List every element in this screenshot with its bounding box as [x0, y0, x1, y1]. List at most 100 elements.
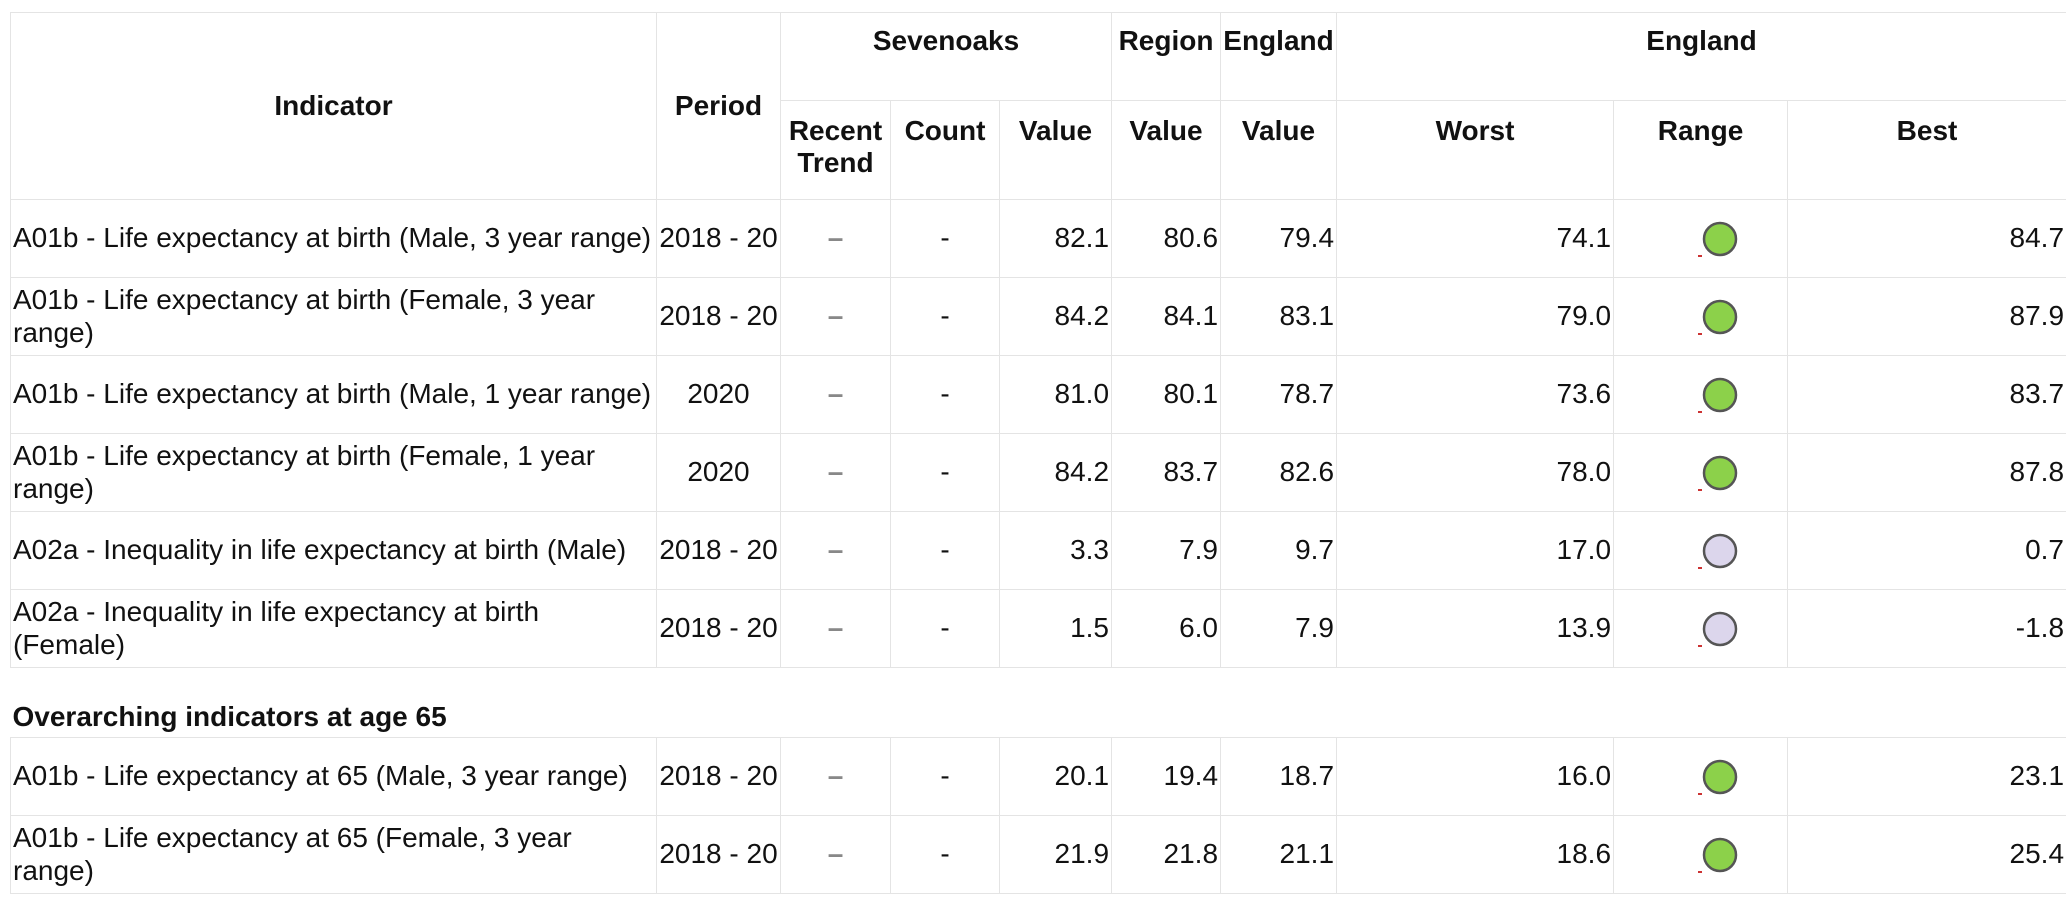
range-marker	[1698, 533, 1738, 569]
range-cell	[1613, 277, 1789, 356]
region-cell: 80.1	[1111, 355, 1222, 434]
comparison-circle	[1702, 759, 1738, 794]
best-cell: 25.4	[1787, 815, 2066, 894]
period-cell: 2020	[656, 355, 781, 434]
header-cell: Indicator	[10, 12, 657, 200]
indicator-cell: A01b - Life expectancy at birth (Female,…	[10, 277, 657, 356]
value-cell: 82.1	[998, 199, 1113, 278]
worst-cell: 18.6	[1336, 815, 1615, 894]
range-marker	[1698, 455, 1738, 491]
england-cell: 9.7	[1220, 511, 1338, 590]
trend-cell: –	[780, 737, 891, 816]
value-cell: 21.9	[998, 815, 1113, 894]
best-cell: 84.7	[1787, 199, 2066, 278]
value-cell: 3.3	[998, 511, 1113, 590]
header-cell: Worst	[1336, 100, 1615, 200]
best-cell: 87.8	[1787, 433, 2066, 512]
worst-cell: 17.0	[1336, 511, 1615, 590]
best-cell: 83.7	[1787, 355, 2066, 434]
indicator-cell: A01b - Life expectancy at birth (Female,…	[10, 433, 657, 512]
count-cell: -	[890, 815, 1000, 894]
header-cell: Value	[1111, 100, 1222, 200]
worst-cell: 73.6	[1336, 355, 1615, 434]
worst-cell: 78.0	[1336, 433, 1615, 512]
header-cell: Period	[656, 12, 781, 200]
count-cell: -	[890, 355, 1000, 434]
header-cell: Value	[1220, 100, 1338, 200]
header-row: Recent Trend Count Value Value Value Wor…	[11, 100, 2066, 200]
table-body: A01b - Life expectancy at birth (Male, 3…	[10, 199, 2066, 894]
worst-cell: 16.0	[1336, 737, 1615, 816]
data-row: A01b - Life expectancy at birth (Female,…	[10, 433, 2066, 512]
period-cell: 2018 - 20	[656, 511, 781, 590]
count-cell: -	[890, 277, 1000, 356]
england-cell: 21.1	[1220, 815, 1338, 894]
section-row: Overarching indicators at age 65	[11, 668, 2066, 738]
best-cell: 0.7	[1787, 511, 2066, 590]
range-marker	[1698, 377, 1738, 413]
period-cell: 2018 - 20	[656, 737, 781, 816]
range-cell	[1613, 511, 1789, 590]
value-cell: 1.5	[998, 589, 1113, 668]
region-cell: 84.1	[1111, 277, 1222, 356]
period-cell: 2018 - 20	[656, 815, 781, 894]
best-cell: 23.1	[1787, 737, 2066, 816]
england-cell: 18.7	[1220, 737, 1338, 816]
count-cell: -	[890, 199, 1000, 278]
value-cell: 20.1	[998, 737, 1113, 816]
trend-cell: –	[780, 355, 891, 434]
count-cell: -	[890, 511, 1000, 590]
trend-cell: –	[780, 815, 891, 894]
range-marker	[1698, 759, 1738, 795]
comparison-circle	[1702, 533, 1738, 568]
data-row: A01b - Life expectancy at 65 (Male, 3 ye…	[10, 737, 2066, 816]
period-cell: 2018 - 20	[656, 277, 781, 356]
comparison-circle	[1702, 221, 1738, 256]
trend-cell: –	[780, 589, 891, 668]
header-cell: Recent Trend	[780, 100, 891, 200]
indicator-table: Indicator Period Sevenoaks Region Englan…	[10, 12, 2066, 894]
trend-cell: –	[780, 511, 891, 590]
value-cell: 81.0	[998, 355, 1113, 434]
header-row: Indicator Period Sevenoaks Region Englan…	[10, 12, 2066, 200]
comparison-circle	[1702, 299, 1738, 334]
data-row: A01b - Life expectancy at birth (Male, 3…	[10, 199, 2066, 278]
comparison-circle	[1702, 455, 1738, 490]
range-marker	[1698, 837, 1738, 873]
comparison-circle	[1702, 837, 1738, 872]
header-cell: Sevenoaks	[779, 12, 1113, 101]
england-cell: 79.4	[1220, 199, 1338, 278]
range-cell	[1613, 433, 1789, 512]
indicator-cell: A01b - Life expectancy at birth (Male, 3…	[10, 199, 657, 278]
england-cell: 78.7	[1220, 355, 1338, 434]
section-title: Overarching indicators at age 65	[12, 700, 447, 732]
count-cell: -	[890, 589, 1000, 668]
header-cell: Value	[998, 100, 1113, 200]
region-cell: 80.6	[1111, 199, 1222, 278]
range-marker	[1698, 611, 1738, 647]
england-cell: 82.6	[1220, 433, 1338, 512]
header-cell: Count	[890, 100, 1000, 200]
header-cell: England	[1336, 12, 2066, 101]
england-cell: 7.9	[1220, 589, 1338, 668]
region-cell: 83.7	[1111, 433, 1222, 512]
range-marker	[1698, 299, 1738, 335]
data-row: A01b - Life expectancy at 65 (Female, 3 …	[10, 815, 2066, 894]
worst-cell: 79.0	[1336, 277, 1615, 356]
range-cell	[1613, 815, 1789, 894]
data-row: A02a - Inequality in life expectancy at …	[10, 589, 2066, 668]
trend-cell: –	[780, 433, 891, 512]
worst-cell: 13.9	[1336, 589, 1615, 668]
region-cell: 7.9	[1111, 511, 1222, 590]
indicator-cell: A02a - Inequality in life expectancy at …	[10, 589, 657, 668]
data-row: A01b - Life expectancy at birth (Male, 1…	[10, 355, 2066, 434]
range-marker	[1698, 221, 1738, 257]
count-cell: -	[890, 737, 1000, 816]
range-cell	[1613, 589, 1789, 668]
trend-cell: –	[780, 277, 891, 356]
best-cell: 87.9	[1787, 277, 2066, 356]
range-cell	[1613, 199, 1789, 278]
range-cell	[1613, 737, 1789, 816]
comparison-circle	[1702, 377, 1738, 412]
period-cell: 2018 - 20	[656, 199, 781, 278]
